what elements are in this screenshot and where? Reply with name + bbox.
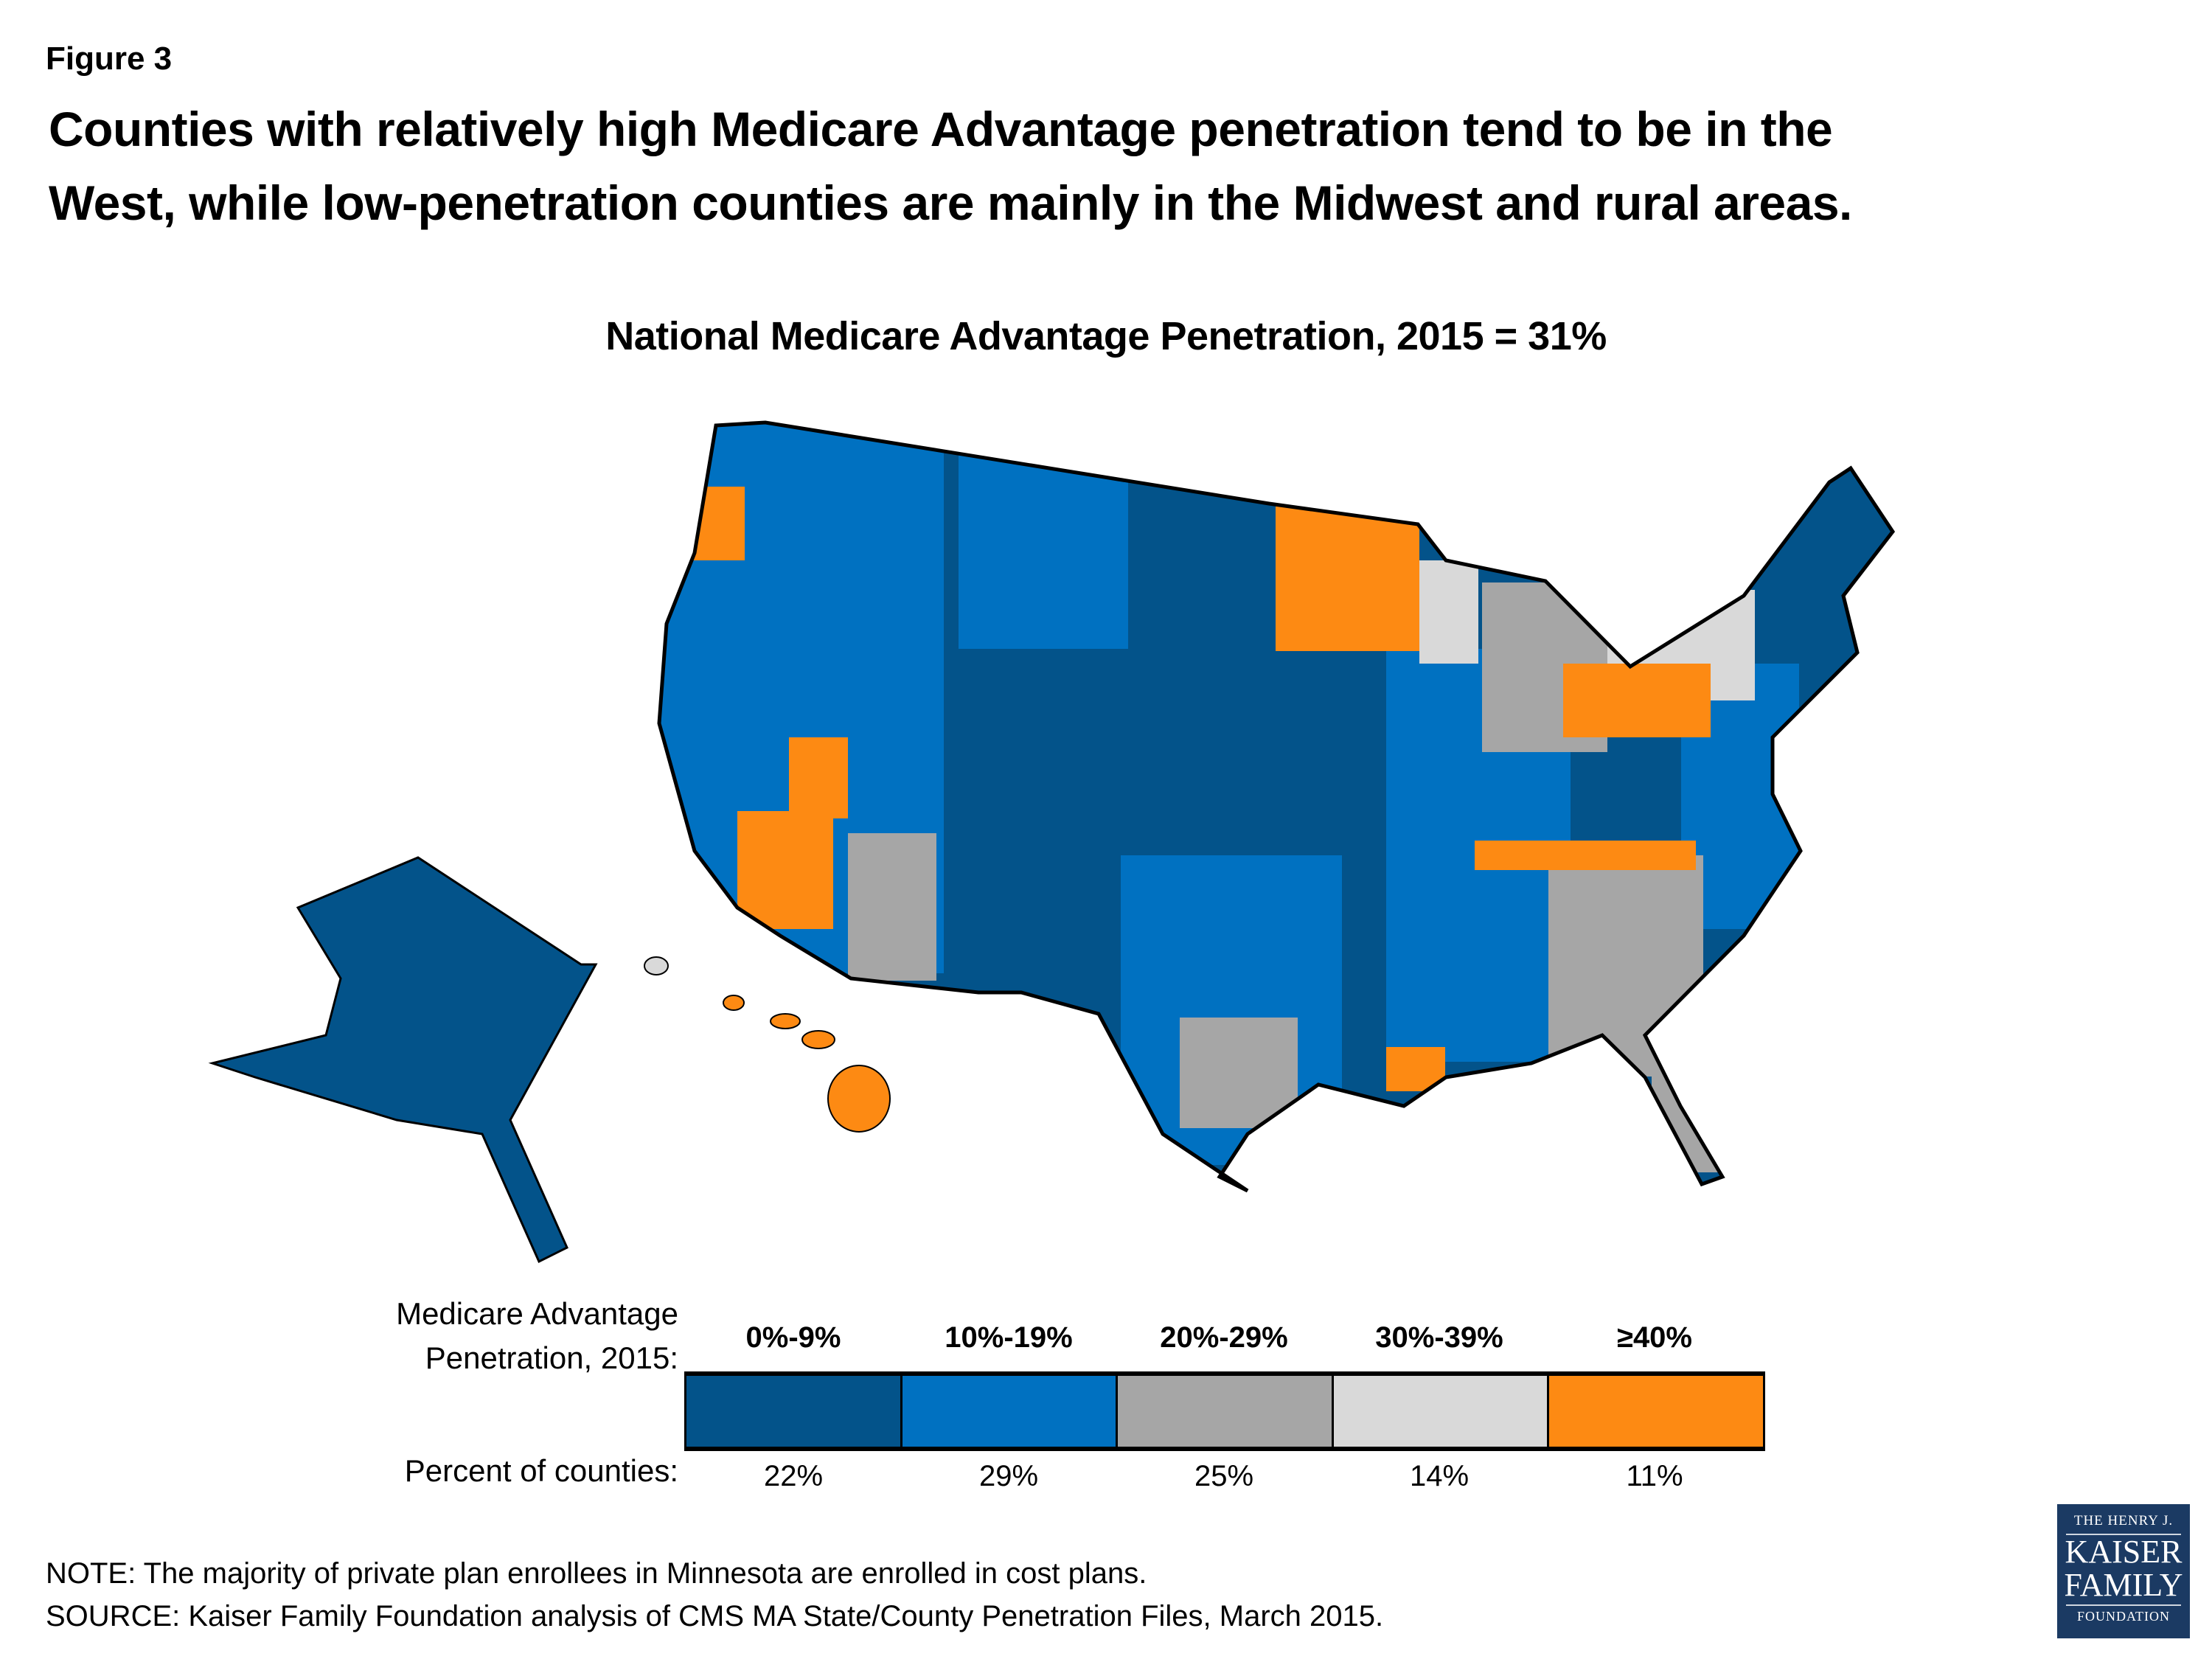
legend-swatch-20-29 <box>1118 1376 1334 1447</box>
map-subtitle: National Medicare Advantage Penetration,… <box>605 314 1607 358</box>
legend-category-label: ≥40% <box>1616 1321 1692 1354</box>
legend-category-label: 30%-39% <box>1375 1321 1503 1354</box>
figure-label: Figure 3 <box>46 41 173 77</box>
region-minnesota <box>1276 504 1419 651</box>
legend-title: Medicare Advantage Penetration, 2015: <box>396 1292 678 1380</box>
kff-logo: THE HENRY J. KAISER FAMILY FOUNDATION <box>2057 1504 2190 1638</box>
region-georgia <box>1548 855 1703 1077</box>
legend-swatch-30-39 <box>1333 1376 1550 1447</box>
legend-swatch-40-plus <box>1549 1376 1763 1447</box>
legend-category-label: 0%-9% <box>745 1321 841 1354</box>
region-pennsylvania <box>1563 664 1711 737</box>
note-text: NOTE: The majority of private plan enrol… <box>46 1557 1147 1590</box>
logo-line-1: THE HENRY J. <box>2073 1513 2174 1528</box>
region-nevada <box>789 737 848 818</box>
region-tennessee <box>1475 841 1696 870</box>
region-wisconsin <box>1419 560 1478 664</box>
percent-of-counties-label: Percent of counties: <box>404 1453 678 1488</box>
contiguous-us <box>649 413 1893 1191</box>
logo-line-3: FAMILY <box>2064 1567 2183 1603</box>
logo-line-4: FOUNDATION <box>2077 1609 2170 1624</box>
hawaii <box>723 995 891 1133</box>
region-south-texas <box>1180 1018 1298 1128</box>
source-text: SOURCE: Kaiser Family Foundation analysi… <box>46 1600 1384 1632</box>
legend-percent: 25% <box>1194 1460 1254 1492</box>
legend-title-line-1: Medicare Advantage <box>396 1296 678 1331</box>
legend-percent: 22% <box>763 1460 824 1492</box>
legend-swatch-0-9 <box>686 1376 902 1447</box>
region-montana <box>959 422 1128 649</box>
region-southern-california <box>737 811 833 929</box>
island-territory <box>644 956 669 975</box>
title-line-2: West, while low-penetration counties are… <box>49 175 1852 230</box>
footnotes: NOTE: The majority of private plan enrol… <box>46 1552 1383 1638</box>
legend-percent: 11% <box>1626 1460 1683 1492</box>
legend-category-label: 10%-19% <box>945 1321 1073 1354</box>
alaska <box>208 856 598 1264</box>
legend-percent: 29% <box>978 1460 1039 1492</box>
figure-title: Counties with relatively high Medicare A… <box>49 92 2187 240</box>
legend-title-line-2: Penetration, 2015: <box>425 1340 678 1375</box>
title-line-1: Counties with relatively high Medicare A… <box>49 102 1833 156</box>
region-arizona <box>848 833 936 981</box>
logo-line-2: KAISER <box>2065 1534 2183 1570</box>
legend-category-label: 20%-29% <box>1160 1321 1288 1354</box>
legend-percent: 14% <box>1409 1460 1470 1492</box>
legend-color-bar <box>684 1371 1765 1451</box>
legend-swatch-10-19 <box>902 1376 1119 1447</box>
